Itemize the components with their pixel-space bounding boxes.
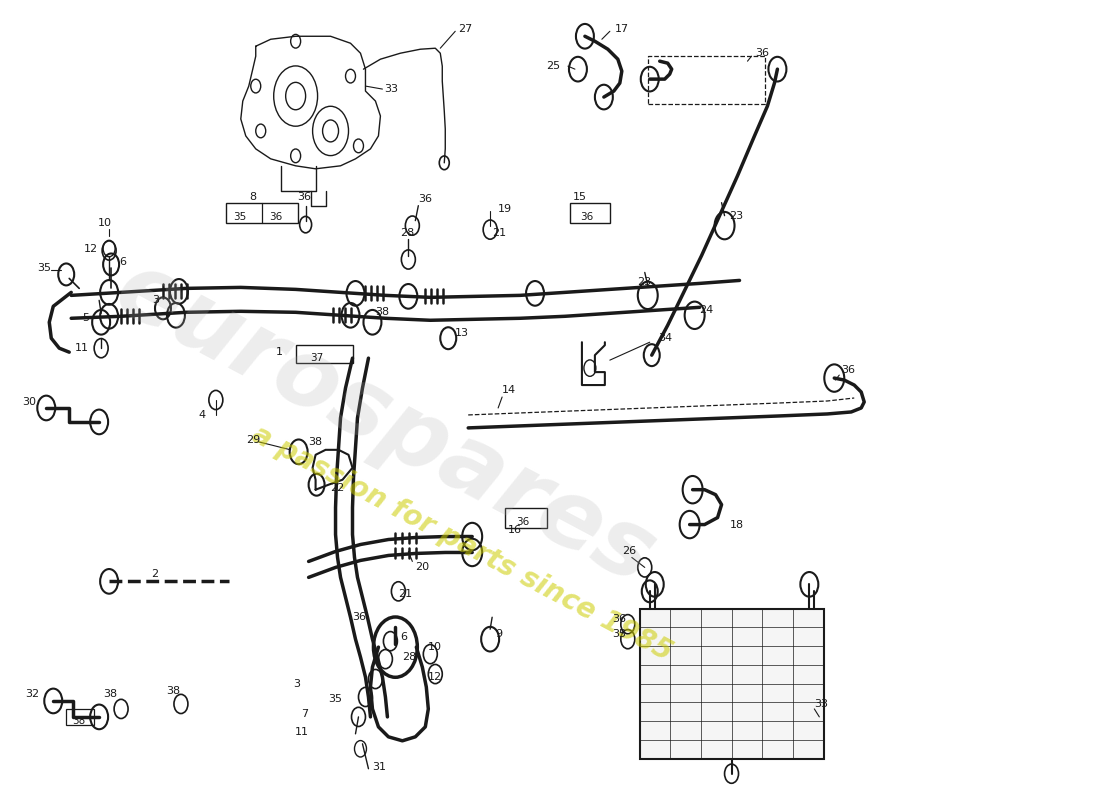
- Text: 20: 20: [416, 562, 429, 573]
- Text: 38: 38: [103, 689, 118, 699]
- Text: 23: 23: [637, 278, 651, 287]
- Text: 32: 32: [25, 689, 40, 699]
- Text: 23: 23: [729, 210, 744, 221]
- Text: 37: 37: [310, 353, 323, 363]
- Text: 36: 36: [612, 614, 626, 624]
- Bar: [640, 610, 824, 758]
- Text: 26: 26: [621, 546, 636, 557]
- Bar: [296, 345, 353, 363]
- Text: 11: 11: [75, 343, 89, 353]
- Text: 5: 5: [82, 314, 89, 323]
- Text: 33: 33: [384, 84, 398, 94]
- Text: 35: 35: [37, 263, 52, 274]
- Text: 27: 27: [459, 24, 473, 34]
- Bar: [570, 202, 609, 222]
- Text: 29: 29: [245, 435, 260, 445]
- Text: 22: 22: [331, 482, 344, 493]
- Text: 36: 36: [756, 48, 770, 58]
- Bar: [66, 709, 95, 725]
- Text: 19: 19: [498, 204, 513, 214]
- Text: 36: 36: [418, 194, 432, 204]
- Text: 1: 1: [276, 347, 283, 357]
- Text: 8: 8: [249, 192, 256, 202]
- Text: 24: 24: [700, 306, 714, 315]
- Bar: [226, 202, 298, 222]
- Text: 12: 12: [428, 672, 442, 682]
- Text: 13: 13: [455, 328, 470, 338]
- Text: 25: 25: [546, 61, 560, 71]
- Text: 7: 7: [301, 709, 309, 719]
- Text: 11: 11: [295, 727, 309, 737]
- Text: 35: 35: [329, 694, 342, 704]
- Text: 9: 9: [495, 629, 503, 639]
- Text: 28: 28: [400, 227, 415, 238]
- Text: eurospares: eurospares: [100, 243, 671, 605]
- Text: 18: 18: [729, 519, 744, 530]
- Text: 4: 4: [199, 410, 206, 420]
- Text: 38: 38: [73, 716, 86, 726]
- Text: 36: 36: [298, 192, 311, 202]
- Text: 10: 10: [98, 218, 112, 228]
- Text: 34: 34: [658, 334, 672, 343]
- Text: 3: 3: [294, 679, 300, 689]
- Text: 35: 35: [612, 629, 626, 639]
- Bar: [505, 508, 547, 527]
- Text: 12: 12: [84, 243, 98, 254]
- Text: 31: 31: [373, 762, 386, 772]
- Text: 6: 6: [119, 258, 126, 267]
- Text: 21: 21: [398, 590, 412, 599]
- Text: 2: 2: [151, 570, 158, 579]
- Text: 3: 3: [152, 295, 160, 306]
- Text: 14: 14: [502, 385, 516, 395]
- Text: a passion for parts since 1985: a passion for parts since 1985: [248, 420, 678, 666]
- Text: 28: 28: [403, 652, 417, 662]
- Text: 16: 16: [508, 525, 522, 534]
- Text: 36: 36: [580, 212, 593, 222]
- Text: 36: 36: [516, 517, 529, 526]
- Text: 36: 36: [268, 212, 282, 222]
- Text: 33: 33: [814, 699, 828, 709]
- Text: 17: 17: [615, 24, 629, 34]
- Text: 38: 38: [166, 686, 180, 696]
- Text: 36: 36: [842, 365, 856, 375]
- Bar: [648, 56, 766, 104]
- Text: 6: 6: [400, 632, 407, 642]
- Text: 15: 15: [573, 192, 587, 202]
- Text: 38: 38: [375, 307, 389, 318]
- Text: 21: 21: [492, 227, 506, 238]
- Text: 38: 38: [309, 437, 322, 447]
- Text: 10: 10: [428, 642, 442, 652]
- Text: 36: 36: [352, 612, 366, 622]
- Text: 35: 35: [233, 212, 246, 222]
- Text: 30: 30: [22, 397, 36, 407]
